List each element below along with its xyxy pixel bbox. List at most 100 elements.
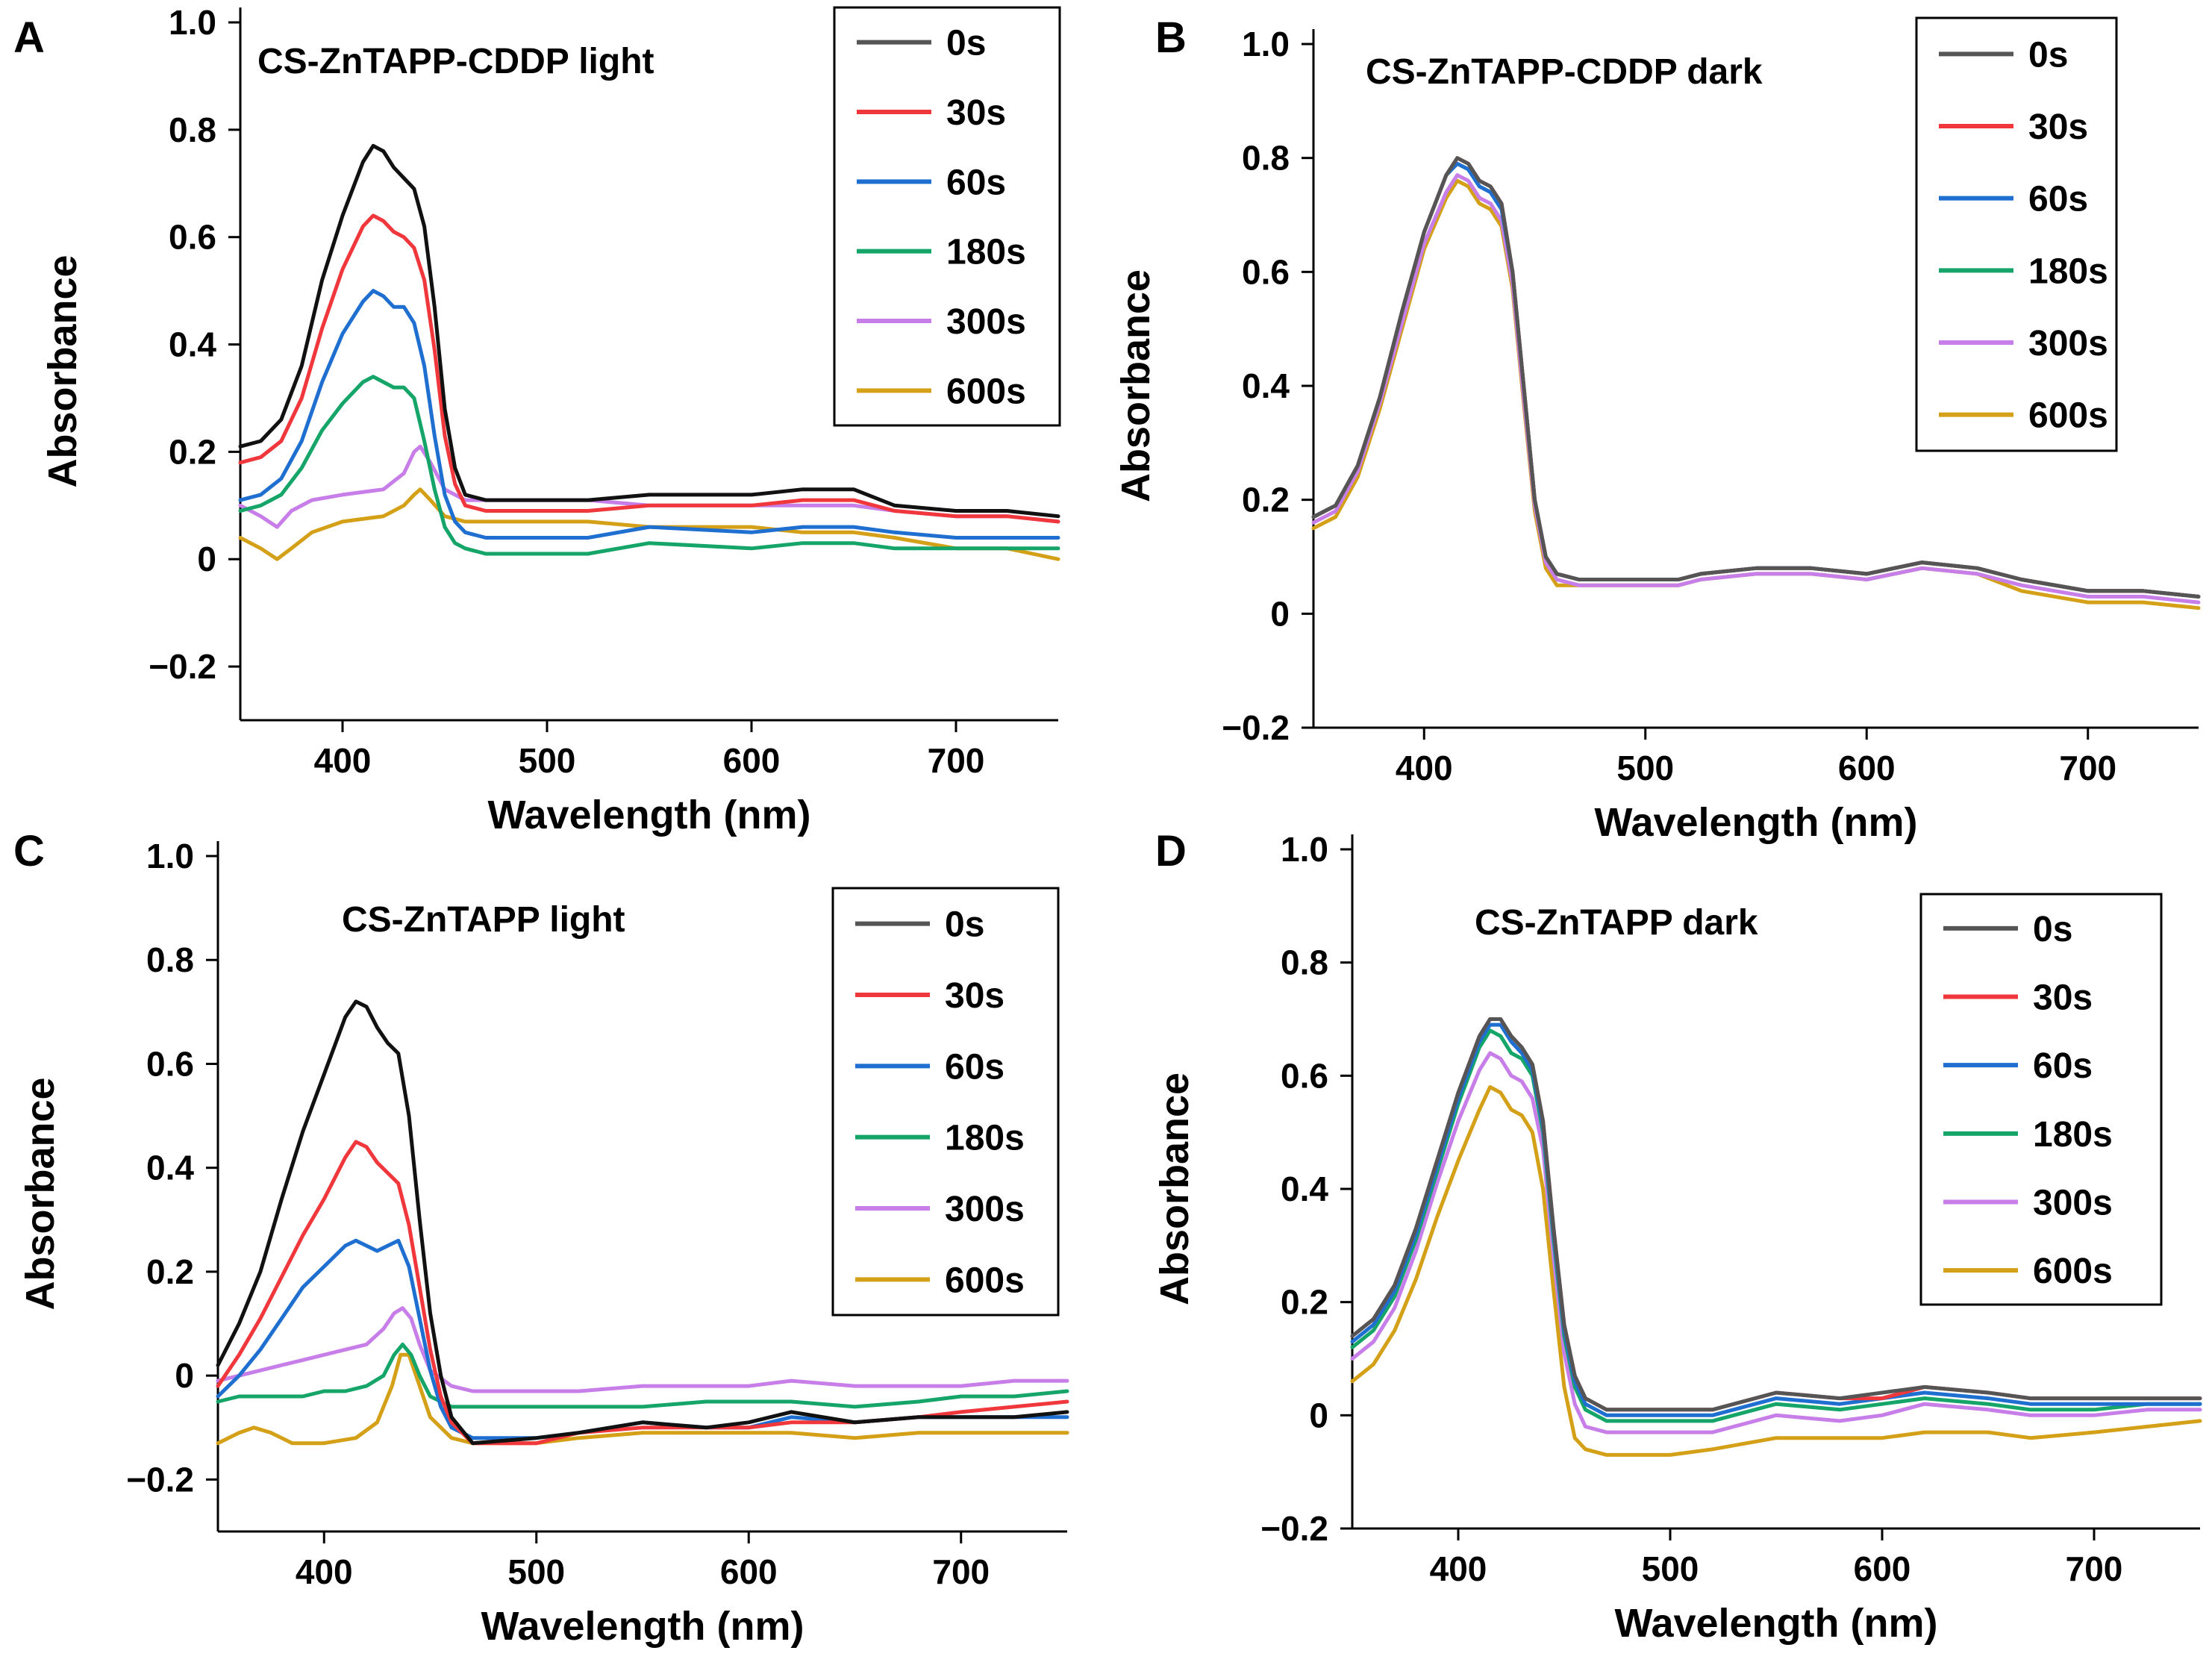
legend-label-300s: 300s — [2033, 1184, 2113, 1223]
y-tick-label: 0.8 — [169, 110, 216, 149]
series-line-60s — [238, 289, 1060, 540]
legend-label-300s: 300s — [946, 302, 1026, 342]
panel-letter: B — [1155, 13, 1187, 62]
y-tick-label: 0.4 — [146, 1149, 194, 1187]
panel-letter: D — [1155, 827, 1187, 875]
x-axis-label: Wavelength (nm) — [481, 1604, 804, 1649]
y-tick-label: 0.6 — [146, 1044, 194, 1083]
series-line-600s — [216, 1352, 1069, 1446]
y-tick-label: 0.2 — [1281, 1283, 1328, 1322]
y-tick-label: 0.6 — [1242, 252, 1290, 291]
y-tick-label: 0.4 — [1281, 1170, 1328, 1208]
x-tick-label: 400 — [1430, 1549, 1487, 1588]
y-axis-label: Absorbance — [1113, 269, 1158, 502]
y-tick-label: 0.2 — [1242, 481, 1290, 519]
x-axis-label: Wavelength (nm) — [1614, 1601, 1937, 1646]
legend-label-180s: 180s — [2028, 252, 2108, 291]
x-axis-label: Wavelength (nm) — [1594, 800, 1917, 845]
series-line-0s — [1350, 1017, 2202, 1412]
y-tick-label: 0.2 — [146, 1252, 194, 1291]
x-tick-label: 600 — [720, 1552, 778, 1591]
series-line-30s — [216, 1140, 1069, 1446]
legend-label-600s: 600s — [2033, 1252, 2113, 1291]
chart-title: CS-ZnTAPP light — [342, 900, 625, 940]
x-tick-label: 600 — [723, 741, 781, 780]
x-tick-label: 400 — [296, 1552, 353, 1591]
series-group — [1350, 1017, 2202, 1457]
series-line-0s — [1311, 156, 2201, 599]
series-line-0s — [238, 143, 1060, 519]
panel-letter: C — [13, 827, 45, 875]
x-tick-label: 500 — [1616, 749, 1674, 787]
y-tick-label: 0.6 — [169, 218, 216, 257]
y-axis-label: Absorbance — [40, 255, 85, 487]
x-tick-label: 500 — [1642, 1549, 1699, 1588]
legend-label-30s: 30s — [946, 93, 1006, 133]
legend-label-0s: 0s — [945, 905, 984, 945]
y-tick-label: −0.2 — [149, 647, 216, 686]
x-tick-label: 400 — [1396, 749, 1453, 787]
legend-label-0s: 0s — [2033, 910, 2072, 949]
x-tick-label: 700 — [2059, 749, 2116, 787]
y-axis-label: Absorbance — [1152, 1072, 1197, 1305]
x-tick-label: 700 — [2066, 1549, 2123, 1588]
legend-box — [1919, 893, 2163, 1306]
series-line-300s — [238, 444, 1060, 529]
legend-label-600s: 600s — [945, 1261, 1025, 1300]
y-tick-label: 0.4 — [1242, 366, 1290, 405]
legend-label-600s: 600s — [946, 372, 1026, 411]
y-tick-label: 0 — [1270, 594, 1290, 633]
legend-label-60s: 60s — [945, 1047, 1004, 1087]
legend: 0s 30s 60s 180s 300s 600s — [1915, 16, 2118, 452]
x-tick-label: 600 — [1854, 1549, 1911, 1588]
x-tick-label: 400 — [314, 741, 372, 780]
y-tick-label: −0.2 — [126, 1460, 194, 1499]
chart-title: CS-ZnTAPP dark — [1475, 903, 1758, 943]
legend-label-30s: 30s — [2033, 978, 2093, 1018]
y-tick-label: 1.0 — [1281, 830, 1328, 869]
x-axis-label: Wavelength (nm) — [487, 793, 810, 837]
legend-label-30s: 30s — [945, 976, 1004, 1016]
legend-label-300s: 300s — [945, 1190, 1025, 1229]
panel-letter: A — [13, 13, 45, 62]
legend-box — [831, 887, 1060, 1317]
x-tick-label: 700 — [932, 1552, 990, 1591]
x-tick-label: 600 — [1838, 749, 1896, 787]
y-tick-label: 0.8 — [1242, 139, 1290, 178]
series-group — [238, 143, 1060, 561]
legend-label-180s: 180s — [2033, 1115, 2113, 1155]
legend-label-180s: 180s — [946, 233, 1026, 272]
legend-box — [1915, 16, 2118, 452]
series-line-30s — [238, 213, 1060, 524]
legend-label-60s: 60s — [2028, 180, 2088, 219]
chart-panel-c: C 400 500 600 700 1.0 0.8 0.6 0.4 0.2 0 −0.2 Wavelen… — [13, 827, 1069, 1649]
y-tick-label: 0 — [197, 540, 216, 578]
y-tick-label: 0 — [175, 1356, 194, 1395]
series-line-600s — [1350, 1085, 2202, 1457]
y-tick-label: 1.0 — [1242, 25, 1290, 63]
y-tick-label: 0.2 — [169, 432, 216, 471]
y-tick-label: 0.4 — [169, 325, 216, 364]
series-line-0s — [216, 999, 1069, 1446]
y-tick-label: 0.6 — [1281, 1056, 1328, 1095]
y-tick-label: 0 — [1309, 1396, 1328, 1434]
x-tick-label: 500 — [507, 1552, 565, 1591]
series-line-180s — [238, 375, 1060, 556]
chart-panel-a: A 400 500 600 700 1.0 0.8 0.6 0.4 0.2 0 −0.2 Wavelen… — [13, 3, 1061, 837]
y-tick-label: −0.2 — [1260, 1509, 1328, 1548]
legend-box — [833, 6, 1061, 427]
legend-label-60s: 60s — [946, 163, 1006, 202]
legend-label-30s: 30s — [2028, 107, 2088, 147]
legend-label-0s: 0s — [946, 24, 986, 63]
legend-label-180s: 180s — [945, 1119, 1025, 1158]
series-line-300s — [216, 1306, 1069, 1393]
legend-label-300s: 300s — [2028, 324, 2108, 363]
y-tick-label: 1.0 — [169, 3, 216, 42]
y-tick-label: 0.8 — [1281, 943, 1328, 982]
series-line-60s — [216, 1238, 1069, 1440]
legend: 0s 30s 60s 180s 300s 600s — [833, 6, 1061, 427]
y-axis-label: Absorbance — [18, 1077, 63, 1310]
y-tick-label: 0.8 — [146, 940, 194, 979]
x-tick-label: 500 — [519, 741, 576, 780]
